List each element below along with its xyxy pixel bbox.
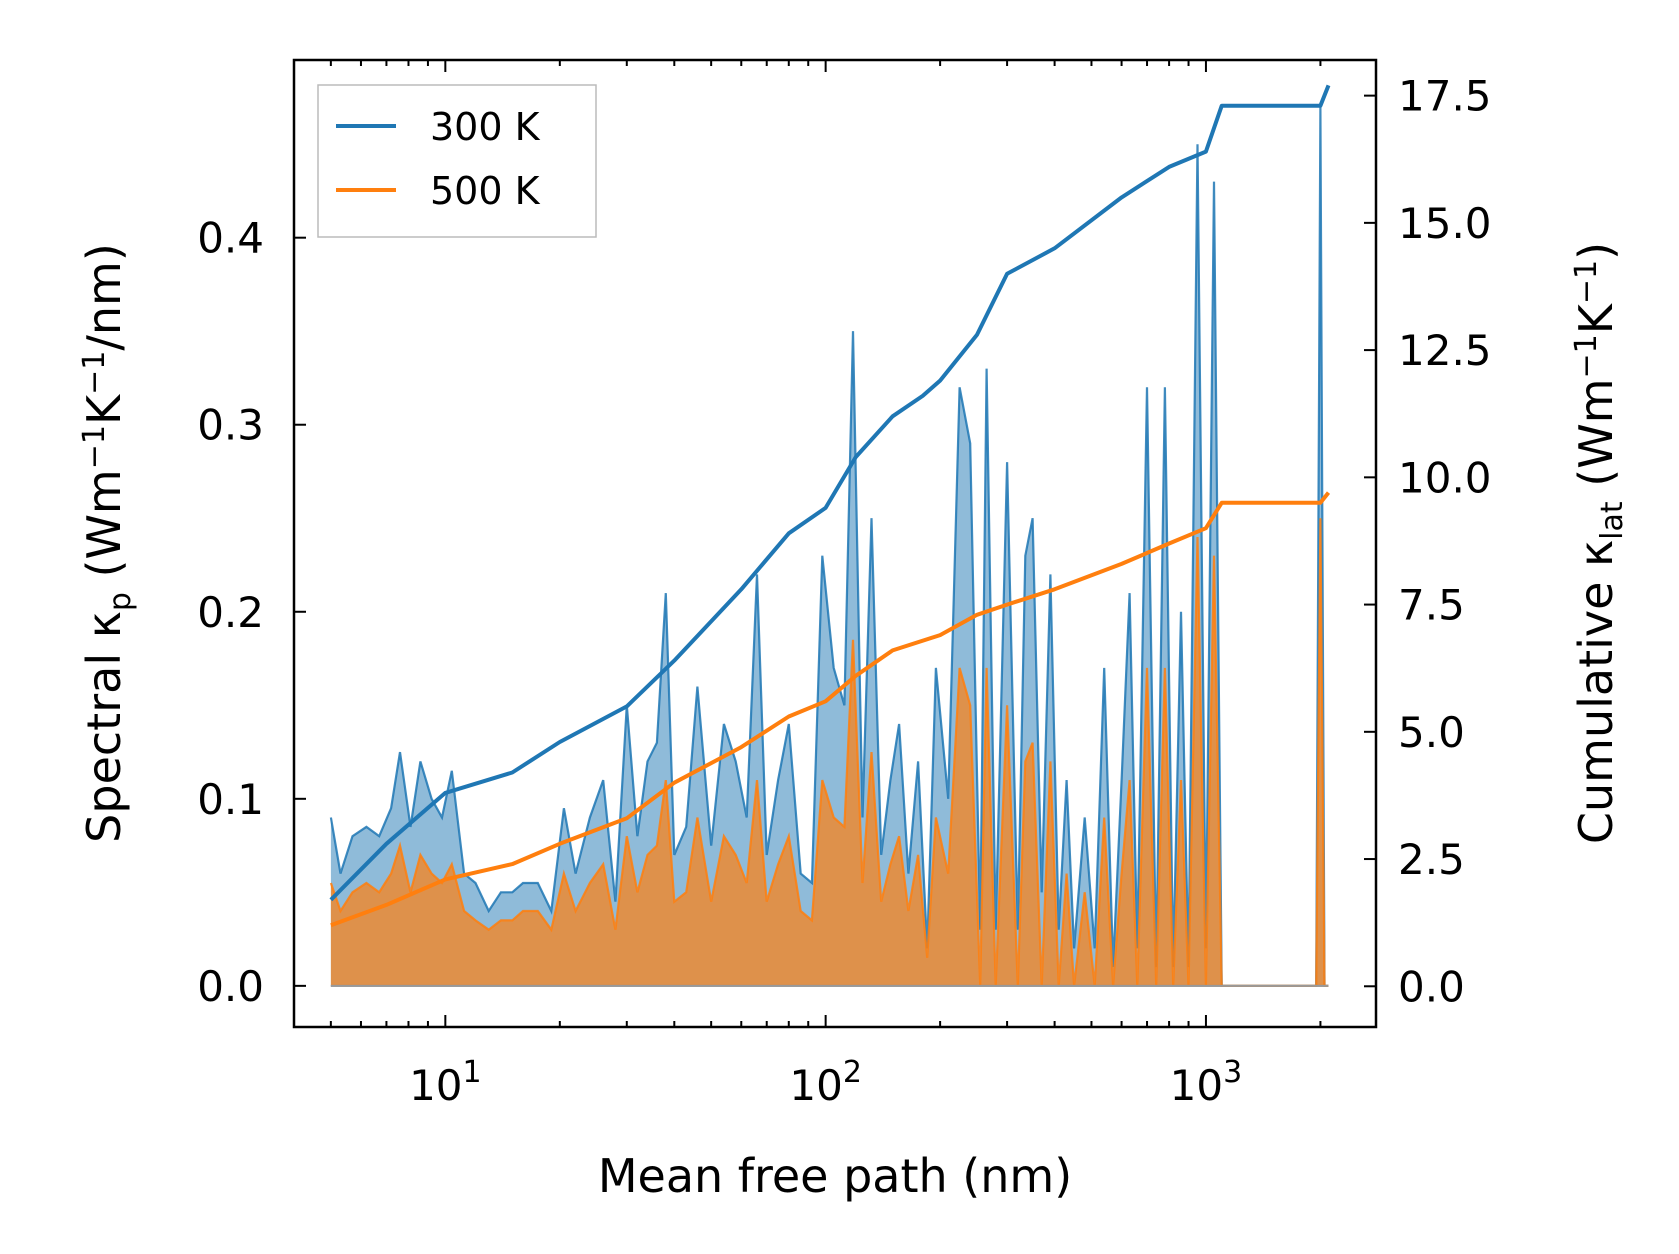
legend-box bbox=[317, 84, 597, 238]
y-right-axis-ticks: 0.0 2.5 5.0 7.5 10.0 12.5 15.0 17.5 bbox=[1364, 72, 1492, 1011]
y-right-tick-label: 0.0 bbox=[1398, 962, 1465, 1011]
y-left-axis-ticks: 0.0 0.1 0.2 0.3 0.4 bbox=[197, 214, 306, 1011]
cumulative-lines bbox=[329, 84, 1331, 928]
y-right-tick-label: 15.0 bbox=[1398, 199, 1492, 248]
y-left-axis-title: Spectral κp (Wm−1K−1/nm) bbox=[77, 243, 138, 843]
y-left-tick-label: 0.3 bbox=[197, 401, 264, 450]
spectral-line-500k bbox=[329, 518, 1329, 988]
y-left-tick-label: 0.1 bbox=[197, 775, 264, 824]
y-right-tick-label: 17.5 bbox=[1398, 72, 1492, 121]
y-left-tick-label: 0.0 bbox=[197, 962, 264, 1011]
legend-label-300k: 300 K bbox=[430, 105, 541, 149]
y-left-title-sub: p bbox=[103, 592, 138, 611]
y-left-title-sup2: −1 bbox=[77, 351, 112, 395]
y-right-tick-label: 5.0 bbox=[1398, 708, 1465, 757]
x-tick-label: 102 bbox=[789, 1055, 862, 1110]
y-right-axis-title: Cumulative κlat (Wm−1K−1) bbox=[1569, 242, 1630, 844]
y-right-title-post: (Wm bbox=[1569, 378, 1623, 501]
cumulative-line-500k bbox=[330, 491, 1331, 928]
y-left-title-sup1: −1 bbox=[77, 425, 112, 469]
x-axis-title: Mean free path (nm) bbox=[598, 1149, 1072, 1203]
y-left-title-post: (Wm bbox=[77, 469, 131, 592]
legend-label-500k: 500 K bbox=[430, 169, 541, 213]
plot-frame bbox=[292, 58, 1378, 1029]
y-right-tick-label: 2.5 bbox=[1398, 835, 1465, 884]
y-right-tick-label: 7.5 bbox=[1398, 581, 1465, 630]
y-right-title-tail: ) bbox=[1569, 242, 1623, 260]
cumulative-line-300k bbox=[329, 84, 1331, 902]
y-right-title-pre: Cumulative κ bbox=[1569, 540, 1623, 844]
y-right-title-mid: K bbox=[1569, 302, 1623, 334]
legend: 300 K 500 K bbox=[317, 84, 597, 238]
y-right-title-sup1: −1 bbox=[1569, 334, 1604, 378]
y-left-title-pre: Spectral κ bbox=[77, 611, 131, 843]
x-axis-ticks: 101 102 103 bbox=[293, 60, 1322, 1110]
x-tick-label: 103 bbox=[1170, 1055, 1243, 1110]
x-tick-label: 101 bbox=[409, 1055, 482, 1110]
spectral-line-300k bbox=[329, 106, 1329, 988]
y-right-tick-label: 12.5 bbox=[1398, 326, 1492, 375]
y-left-title-mid: K bbox=[77, 393, 131, 425]
y-left-tick-label: 0.2 bbox=[197, 588, 264, 637]
spectral-fill-500k bbox=[330, 518, 1329, 986]
spectral-fills bbox=[329, 106, 1329, 988]
y-right-title-sup2: −1 bbox=[1569, 260, 1604, 304]
y-left-tick-label: 0.4 bbox=[197, 214, 264, 263]
y-right-tick-label: 10.0 bbox=[1398, 453, 1492, 502]
y-left-title-tail: /nm) bbox=[77, 243, 131, 350]
y-right-title-sub: lat bbox=[1595, 501, 1630, 540]
